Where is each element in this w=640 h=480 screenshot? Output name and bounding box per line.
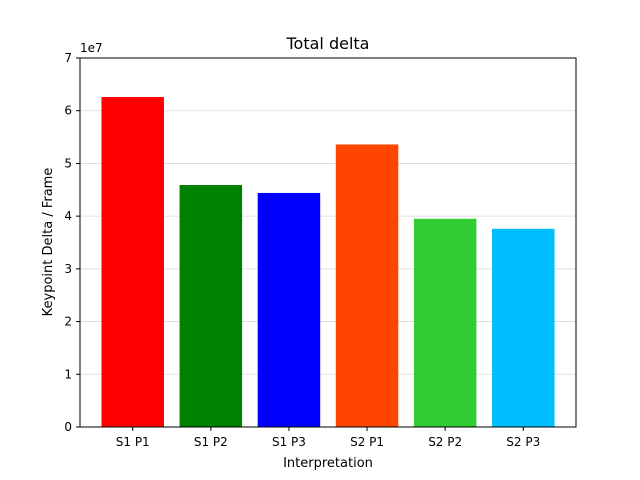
bar (335, 144, 399, 428)
y-tick-label: 6 (64, 104, 72, 118)
x-tick-label: S1 P2 (194, 435, 228, 449)
y-tick-label: 1 (64, 367, 72, 381)
bar-layer (101, 97, 555, 428)
bar (492, 228, 555, 427)
bar (101, 97, 164, 427)
chart-title: Total delta (286, 34, 370, 53)
bar (413, 218, 477, 427)
x-axis-ticks: S1 P1 S1 P2 S1 P3 S2 P1 S2 P2 S2 P3 (116, 427, 540, 449)
y-tick-label: 4 (64, 209, 72, 223)
x-tick-label: S2 P3 (506, 435, 540, 449)
y-tick-label: 2 (64, 315, 72, 329)
x-tick-label: S1 P3 (272, 435, 306, 449)
y-axis-label: Keypoint Delta / Frame (41, 168, 56, 317)
x-tick-label: S2 P1 (350, 435, 384, 449)
y-tick-label: 5 (64, 156, 72, 170)
y-tick-label: 7 (64, 51, 72, 65)
x-axis-label: Interpretation (283, 456, 373, 471)
bar (179, 185, 243, 427)
y-axis-offset-label: 1e7 (80, 41, 103, 55)
plot-frame (79, 57, 577, 428)
y-axis-ticks: 0 1 2 3 4 5 6 7 (64, 51, 80, 434)
x-tick-label: S1 P1 (116, 435, 150, 449)
y-tick-label: 3 (64, 262, 72, 276)
x-tick-label: S2 P2 (428, 435, 462, 449)
y-tick-label: 0 (64, 420, 72, 434)
bar (257, 192, 321, 427)
